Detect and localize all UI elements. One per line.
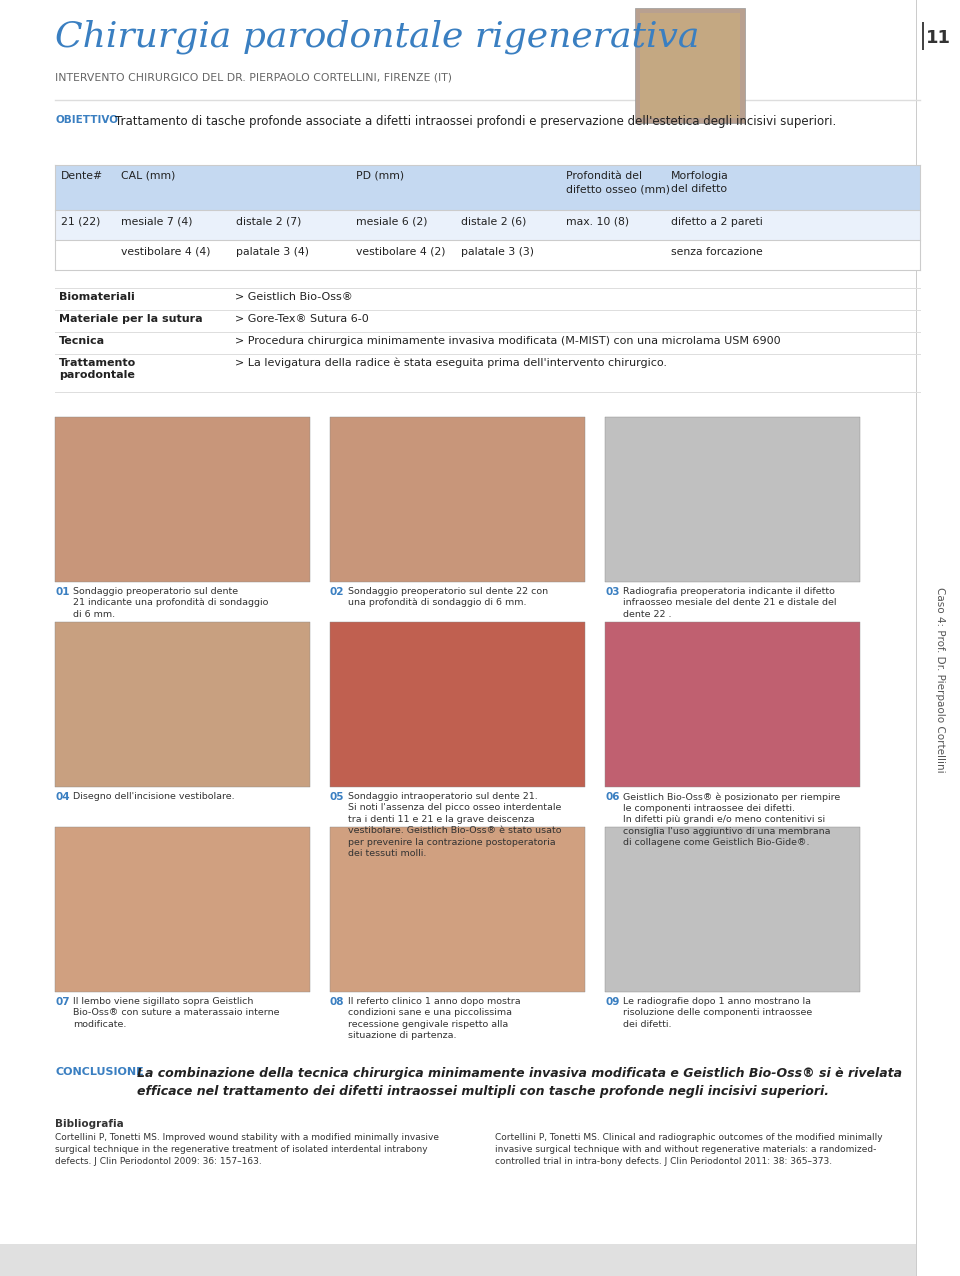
Text: senza forcazione: senza forcazione: [671, 248, 763, 256]
Text: Biomateriali: Biomateriali: [59, 292, 134, 302]
Text: Trattamento
parodontale: Trattamento parodontale: [59, 359, 136, 380]
Text: 21 (22): 21 (22): [61, 217, 101, 227]
Text: Materiale per la sutura: Materiale per la sutura: [59, 314, 203, 324]
Bar: [605, 417, 860, 582]
Text: Sondaggio preoperatorio sul dente
21 indicante una profondità di sondaggio
di 6 : Sondaggio preoperatorio sul dente 21 ind…: [73, 587, 269, 619]
Text: Disegno dell'incisione vestibolare.: Disegno dell'incisione vestibolare.: [73, 792, 234, 801]
Text: Morfologia
del difetto: Morfologia del difetto: [671, 171, 729, 194]
Text: 03: 03: [605, 587, 619, 597]
Text: > Gore-Tex® Sutura 6-0: > Gore-Tex® Sutura 6-0: [235, 314, 369, 324]
Bar: [917, 0, 960, 1276]
Text: Tecnica: Tecnica: [59, 336, 106, 346]
Text: Geistlich Bio-Oss® è posizionato per riempire
le componenti intraossee dei difet: Geistlich Bio-Oss® è posizionato per rie…: [623, 792, 840, 847]
Text: mesiale 7 (4): mesiale 7 (4): [121, 217, 193, 227]
Bar: [55, 417, 310, 582]
Bar: [55, 827, 310, 991]
Text: 07: 07: [55, 997, 70, 1007]
Text: Dente#: Dente#: [61, 171, 103, 181]
Text: Bibliografia: Bibliografia: [55, 1119, 124, 1129]
Text: 01: 01: [55, 587, 69, 597]
Text: > Procedura chirurgica minimamente invasiva modificata (M-MIST) con una microlam: > Procedura chirurgica minimamente invas…: [235, 336, 780, 346]
Text: distale 2 (6): distale 2 (6): [461, 217, 526, 227]
Bar: [55, 621, 310, 787]
Text: mesiale 6 (2): mesiale 6 (2): [356, 217, 427, 227]
Text: Sondaggio intraoperatorio sul dente 21.
Si noti l'assenza del picco osseo interd: Sondaggio intraoperatorio sul dente 21. …: [348, 792, 562, 859]
Text: palatale 3 (3): palatale 3 (3): [461, 248, 534, 256]
Text: 08: 08: [330, 997, 345, 1007]
Text: > La levigatura della radice è stata eseguita prima dell'intervento chirurgico.: > La levigatura della radice è stata ese…: [235, 359, 667, 369]
Text: Cortellini P, Tonetti MS. Clinical and radiographic outcomes of the modified min: Cortellini P, Tonetti MS. Clinical and r…: [495, 1133, 882, 1166]
Bar: [916, 0, 917, 1276]
Bar: [635, 8, 745, 122]
Text: Profondità del
difetto osseo (mm): Profondità del difetto osseo (mm): [566, 171, 670, 194]
Text: La combinazione della tecnica chirurgica minimamente invasiva modificata e Geist: La combinazione della tecnica chirurgica…: [137, 1067, 902, 1097]
Text: 04: 04: [55, 792, 70, 803]
Text: CAL (mm): CAL (mm): [121, 171, 176, 181]
Text: Radiografia preoperatoria indicante il difetto
infraosseo mesiale del dente 21 e: Radiografia preoperatoria indicante il d…: [623, 587, 836, 619]
Text: 11: 11: [925, 29, 950, 47]
Text: 09: 09: [605, 997, 619, 1007]
Text: Sondaggio preoperatorio sul dente 22 con
una profondità di sondaggio di 6 mm.: Sondaggio preoperatorio sul dente 22 con…: [348, 587, 548, 607]
Text: Il referto clinico 1 anno dopo mostra
condizioni sane e una piccolissima
recessi: Il referto clinico 1 anno dopo mostra co…: [348, 997, 520, 1040]
Bar: [605, 621, 860, 787]
Bar: [0, 1244, 916, 1276]
Text: 02: 02: [330, 587, 345, 597]
Bar: [640, 13, 740, 117]
Text: Chirurgia parodontale rigenerativa: Chirurgia parodontale rigenerativa: [55, 20, 700, 55]
Text: 06: 06: [605, 792, 619, 803]
Bar: [605, 827, 860, 991]
Bar: [330, 621, 585, 787]
Text: Il lembo viene sigillato sopra Geistlich
Bio-Oss® con suture a materassaio inter: Il lembo viene sigillato sopra Geistlich…: [73, 997, 279, 1028]
Text: max. 10 (8): max. 10 (8): [566, 217, 629, 227]
Text: PD (mm): PD (mm): [356, 171, 404, 181]
Text: OBIETTIVO: OBIETTIVO: [55, 115, 118, 125]
Text: Le radiografie dopo 1 anno mostrano la
risoluzione delle componenti intraossee
d: Le radiografie dopo 1 anno mostrano la r…: [623, 997, 812, 1028]
Bar: [55, 240, 920, 271]
Text: distale 2 (7): distale 2 (7): [236, 217, 301, 227]
Bar: [330, 827, 585, 991]
Text: difetto a 2 pareti: difetto a 2 pareti: [671, 217, 763, 227]
Bar: [55, 211, 920, 240]
Text: INTERVENTO CHIRURGICO DEL DR. PIERPAOLO CORTELLINI, FIRENZE (IT): INTERVENTO CHIRURGICO DEL DR. PIERPAOLO …: [55, 71, 452, 82]
Text: Trattamento di tasche profonde associate a difetti intraossei profondi e preserv: Trattamento di tasche profonde associate…: [115, 115, 836, 128]
Text: vestibolare 4 (4): vestibolare 4 (4): [121, 248, 210, 256]
Text: CONCLUSIONE: CONCLUSIONE: [55, 1067, 144, 1077]
Text: palatale 3 (4): palatale 3 (4): [236, 248, 309, 256]
Text: 05: 05: [330, 792, 345, 803]
Bar: [55, 165, 920, 211]
Text: > Geistlich Bio-Oss®: > Geistlich Bio-Oss®: [235, 292, 352, 302]
Text: Cortellini P, Tonetti MS. Improved wound stability with a modified minimally inv: Cortellini P, Tonetti MS. Improved wound…: [55, 1133, 439, 1166]
Text: vestibolare 4 (2): vestibolare 4 (2): [356, 248, 445, 256]
Bar: [922, 22, 924, 50]
Text: Caso 4: Prof. Dr. Pierpaolo Cortellini: Caso 4: Prof. Dr. Pierpaolo Cortellini: [935, 587, 945, 773]
Bar: [330, 417, 585, 582]
